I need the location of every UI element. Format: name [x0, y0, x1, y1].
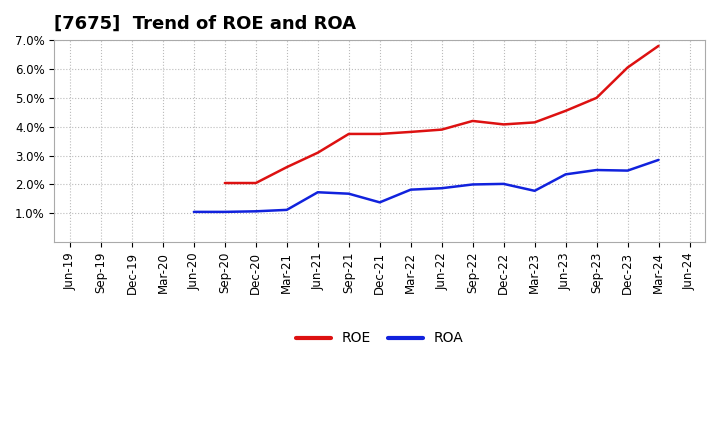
ROE	[468, 118, 477, 124]
ROE	[251, 180, 260, 186]
ROA	[468, 182, 477, 187]
ROA	[531, 188, 539, 194]
ROE	[562, 108, 570, 114]
ROE	[593, 95, 601, 100]
ROE	[624, 65, 632, 70]
ROA	[654, 157, 663, 162]
ROA	[593, 167, 601, 172]
ROA	[189, 209, 198, 215]
Line: ROA: ROA	[194, 160, 659, 212]
ROA	[282, 207, 291, 213]
ROE	[220, 180, 229, 186]
ROE	[406, 129, 415, 135]
ROA	[406, 187, 415, 192]
ROE	[282, 165, 291, 170]
ROA	[375, 200, 384, 205]
ROA	[562, 172, 570, 177]
ROA	[344, 191, 353, 196]
ROE	[500, 122, 508, 127]
ROE	[344, 131, 353, 136]
ROA	[437, 186, 446, 191]
ROA	[251, 209, 260, 214]
ROA	[220, 209, 229, 215]
ROA	[624, 168, 632, 173]
Line: ROE: ROE	[225, 46, 659, 183]
ROA	[313, 190, 322, 195]
Text: [7675]  Trend of ROE and ROA: [7675] Trend of ROE and ROA	[55, 15, 356, 33]
ROE	[313, 150, 322, 155]
ROE	[531, 120, 539, 125]
ROA	[500, 181, 508, 187]
Legend: ROE, ROA: ROE, ROA	[290, 326, 469, 351]
ROE	[654, 43, 663, 48]
ROE	[437, 127, 446, 132]
ROE	[375, 131, 384, 136]
